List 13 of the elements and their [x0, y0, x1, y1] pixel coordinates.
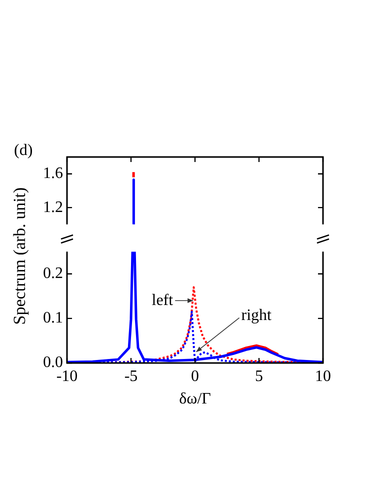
y-tick-label: 0.1	[43, 310, 63, 327]
x-tick-label: 5	[255, 368, 263, 385]
y-tick-label: 1.2	[43, 198, 63, 216]
x-tick-label: 0	[191, 368, 199, 385]
text: (d)	[14, 142, 33, 160]
x-axis-title: δω/Γ	[179, 390, 211, 408]
y-tick-label: 0.2	[43, 265, 63, 282]
x-tick-label: 10	[315, 368, 331, 385]
y-tick-label: 1.6	[43, 165, 63, 182]
y-axis-title: Spectrum (arb. unit)	[10, 187, 30, 325]
x-tick-label: -5	[124, 368, 138, 385]
annotation: right	[241, 307, 272, 324]
annotation: left	[152, 292, 174, 309]
